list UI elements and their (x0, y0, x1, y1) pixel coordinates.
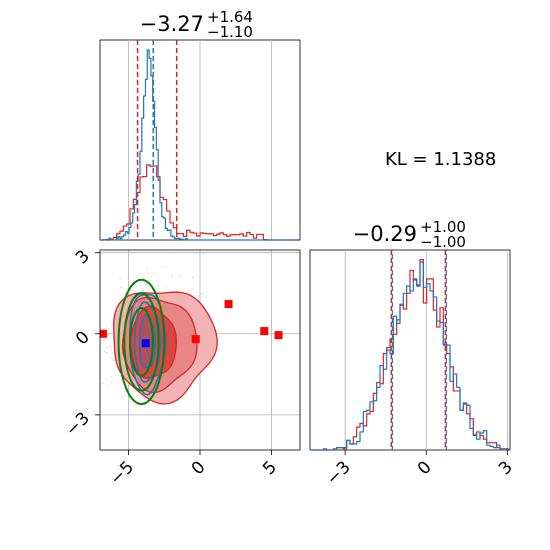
x1-tick-label: 0 (188, 457, 210, 479)
scatter-point (157, 288, 160, 290)
scatter-point (157, 280, 159, 283)
joint-markers (100, 300, 283, 348)
blue-square-marker (141, 339, 150, 348)
x2-title-sub: −1.00 (420, 233, 466, 251)
scatter-point (135, 395, 138, 398)
green-ellipse (123, 292, 160, 392)
x1-tick-label: 5 (259, 457, 281, 479)
scatter-point (177, 399, 180, 402)
scatter-point (111, 357, 113, 360)
panel-joint: −5 0 5 3 0 −3 (62, 246, 301, 489)
x1-grid (128, 40, 272, 240)
scatter-point (157, 404, 159, 406)
scatter-point (110, 348, 113, 351)
scatter-point (192, 276, 194, 279)
x2-quantile-lines (390, 250, 448, 450)
red-square-marker (191, 335, 200, 344)
scatter-point (164, 285, 167, 288)
scatter-point (96, 355, 98, 357)
x2-histogram-blue (310, 261, 511, 451)
scatter-point (112, 359, 114, 361)
scatter-point (109, 345, 111, 348)
x2-title: −0.29 (353, 222, 417, 246)
green-ellipse (117, 278, 166, 406)
scatter-point (162, 266, 165, 268)
x2-marginal-axis-ticks: −3 0 3 (323, 450, 517, 489)
scatter-point (144, 284, 147, 286)
x2-tick-label: −3 (62, 409, 94, 441)
scatter-point (106, 325, 108, 328)
scatter-point (105, 351, 108, 354)
panel-x2-marginal: −3 0 3 −0.29 +1.00 −1.00 (309, 218, 517, 489)
scatter-point (103, 350, 106, 352)
x1-title: −3.27 (140, 12, 204, 36)
red-square-marker (260, 327, 269, 336)
scatter-point (158, 404, 161, 407)
x2-marginal-tick-label: 0 (414, 457, 436, 479)
scatter-point (111, 375, 113, 377)
scatter-point (121, 396, 124, 398)
x2-marginal-tick-label: −3 (323, 457, 355, 489)
scatter-point (190, 288, 193, 291)
green-ellipse (129, 307, 154, 377)
scatter-point (106, 385, 109, 388)
scatter-point (85, 375, 87, 377)
scatter-point (106, 346, 108, 348)
scatter-point (146, 267, 148, 270)
scatter-point (128, 401, 131, 404)
panel-x1-marginal: −3.27 +1.64 −1.10 (99, 8, 301, 241)
x2-title-sup: +1.00 (420, 218, 466, 236)
scatter-point (198, 295, 201, 297)
x2-marginal-tick-label: 3 (495, 457, 517, 479)
scatter-point (101, 382, 104, 385)
scatter-point (171, 275, 173, 278)
x1-title-sub: −1.10 (207, 23, 253, 41)
panel-x2-frame (309, 249, 511, 451)
x1-histogram-red (100, 164, 300, 241)
red-square-marker (224, 300, 233, 309)
scatter-point (120, 286, 122, 289)
x1-tick-label: −5 (106, 457, 138, 489)
x1-histogram-blue (100, 49, 300, 241)
scatter-point (131, 290, 134, 292)
joint-green-ellipses (117, 278, 166, 406)
x1-axis-ticks: −5 0 5 (106, 450, 281, 489)
scatter-point (119, 277, 121, 280)
scatter-point (201, 292, 203, 295)
scatter-point (107, 334, 109, 336)
red-square-marker (274, 331, 283, 340)
scatter-point (110, 381, 113, 384)
x1-title-sup: +1.64 (207, 8, 253, 26)
x2-axis-ticks: 3 0 −3 (62, 246, 100, 440)
x2-tick-label: 0 (72, 327, 94, 349)
x1-quantile-lines (136, 40, 178, 240)
scatter-point (152, 272, 155, 275)
scatter-point (157, 285, 160, 287)
x2-tick-label: 3 (72, 246, 94, 268)
scatter-point (179, 275, 181, 278)
red-square-marker (100, 329, 107, 338)
kl-divergence-label: KL = 1.1388 (385, 149, 496, 170)
